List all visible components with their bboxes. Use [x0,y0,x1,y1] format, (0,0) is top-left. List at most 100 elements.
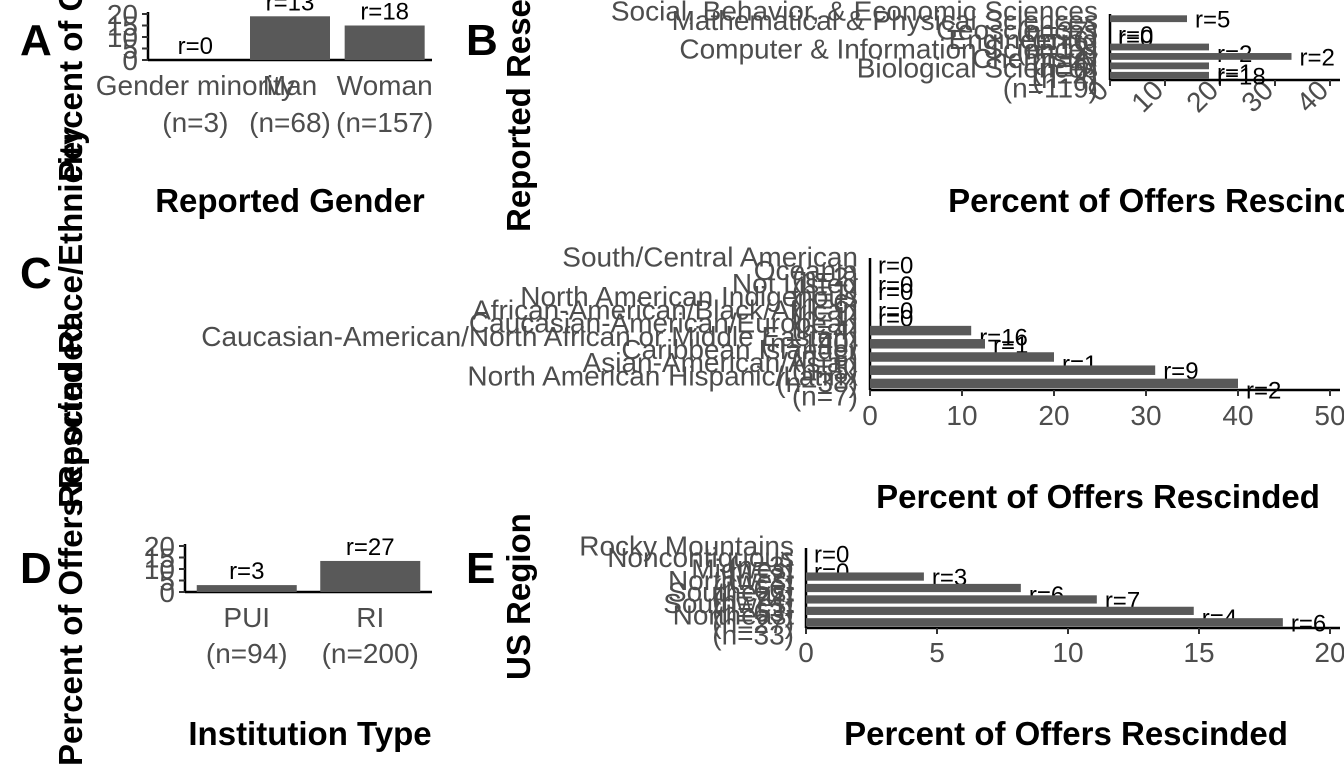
category-label-b: Biological Sciences [857,52,1098,83]
count-label-b: (n=4) [1032,44,1098,75]
bar-b [1110,71,1209,79]
bar-a [344,25,425,60]
category-label-e: Midwest [691,554,794,585]
bar-label-c: r=0 [878,298,913,325]
category-label-c: North American Indigenous [520,281,858,312]
count-label-d: (n=94) [206,638,288,669]
panel-c-race-ethnicity: C Reported Race/Ethnicity Percent of Off… [20,126,1344,515]
y-tick-label-d: 20 [144,531,175,562]
bar-label-b: r=18 [1217,63,1266,90]
count-label-e: (n=66) [712,574,794,605]
category-label-e: Northeast [673,599,795,630]
bar-label-b: r=2 [1300,44,1335,71]
ylabel-c: Reported Race/Ethnicity [52,126,89,508]
count-label-e: (n=33) [712,619,794,650]
count-label-c: (n=38) [776,367,858,398]
bar-label-a: r=0 [178,33,213,60]
count-label-c: (n=1) [792,301,858,332]
panel-tag-a: A [20,16,52,65]
bar-b [1110,15,1187,23]
x-tick-label-c: 10 [946,400,977,431]
category-label-e: Northwest [668,565,794,596]
bar-c [870,365,1156,375]
category-label-b: Chemistry [972,43,1098,74]
count-label-b: (n=6) [1032,53,1098,84]
xlabel-a: Reported Gender [155,182,425,219]
count-label-b: (n=37) [1016,16,1098,47]
panel-tag-e: E [466,544,495,593]
x-tick-label-e: 15 [1183,637,1214,668]
ylabel-e: US Region [500,513,537,680]
panel-b-research-field: B Reported Research Field Percent of Off… [466,0,1344,232]
category-label-b: Social, Behavior, & Economic Sciences [611,0,1098,27]
category-label-c: Asian-American/Asian [583,347,858,378]
bar-e [806,595,1097,604]
bar-label-b: r=5 [1195,7,1230,34]
panel-a-gender: A Percent of Offers Reported Gender 0510… [20,0,433,219]
bar-e [806,618,1283,627]
panel-e-us-region: E US Region Percent of Offers Rescinded … [466,513,1344,752]
bar-c [870,352,1054,362]
category-label-c: South/Central American [562,242,858,273]
bar-a [250,16,330,60]
count-label-c: (n=4) [792,314,858,345]
x-tick-label-c: 30 [1130,400,1161,431]
category-label-b: Mathematical & Physical Sciences [672,5,1098,36]
bar-b [1110,62,1209,70]
bar-label-b: r=1 [1217,60,1252,87]
count-label-a: (n=157) [336,107,433,138]
category-label-c: Caucasian-American/North African or Midd… [201,321,858,352]
y-tick-label-d: 0 [159,577,175,608]
category-label-e: Rocky Mountains [579,531,794,562]
x-tick-label-c: 0 [862,400,878,431]
y-tick-label-d: 5 [159,566,175,597]
xlabel-e: Percent of Offers Rescinded [844,715,1288,752]
xlabel-c: Percent of Offers Rescinded [876,478,1320,515]
y-tick-label-a: 10 [107,22,138,53]
bar-e [806,606,1194,615]
count-label-c: (n=8) [792,341,858,372]
panel-tag-b: B [466,16,498,65]
count-label-b: (n=6) [1032,25,1098,56]
count-label-e: (n=27) [712,608,794,639]
x-tick-label-e: 0 [798,637,814,668]
bar-label-e: r=0 [814,542,849,569]
bar-c [870,325,972,336]
x-tick-label-c: 40 [1222,400,1253,431]
bar-b [1110,53,1292,60]
count-label-c: (n=140) [761,328,858,359]
xlabel-d: Institution Type [188,715,431,752]
bar-label-d: r=3 [229,558,264,585]
bar-e [806,583,1021,593]
category-label-b: Computer & Information Sciences [679,33,1098,64]
count-label-e: (n=74) [712,585,794,616]
y-tick-label-a: 0 [122,45,138,76]
x-tick-label-c: 20 [1038,400,1069,431]
category-label-e: Southwest [663,588,794,619]
panel-tag-d: D [20,544,52,593]
y-tick-label-a: 5 [122,34,138,65]
count-label-e: (n=2) [728,562,794,593]
count-label-c: (n=1) [792,275,858,306]
category-label-e: Southeast [668,576,794,607]
bar-label-c: r=2 [1246,377,1281,404]
category-label-d: PUI [223,602,270,633]
count-label-a: (n=3) [162,107,228,138]
category-label-a: Man [263,70,317,101]
category-label-a: Woman [337,70,433,101]
x-tick-label-e: 20 [1314,637,1344,668]
category-label-e: Noncontiguous [607,542,794,573]
category-label-c: Not Listed [732,268,858,299]
y-tick-label-d: 15 [144,543,175,574]
y-tick-label-d: 10 [144,554,175,585]
ylabel-b: Reported Research Field [500,0,537,232]
count-label-c: (n=6) [792,288,858,319]
panel-d-institution-type: D Percent of Offers Rescinded Institutio… [20,322,432,766]
bar-c [870,378,1238,389]
ylabel-a: Percent of Offers [52,0,89,182]
bar-label-c: r=0 [878,253,913,280]
count-label-b: (n=12) [1016,35,1098,66]
category-label-d: RI [356,602,384,633]
bar-c [870,339,985,349]
